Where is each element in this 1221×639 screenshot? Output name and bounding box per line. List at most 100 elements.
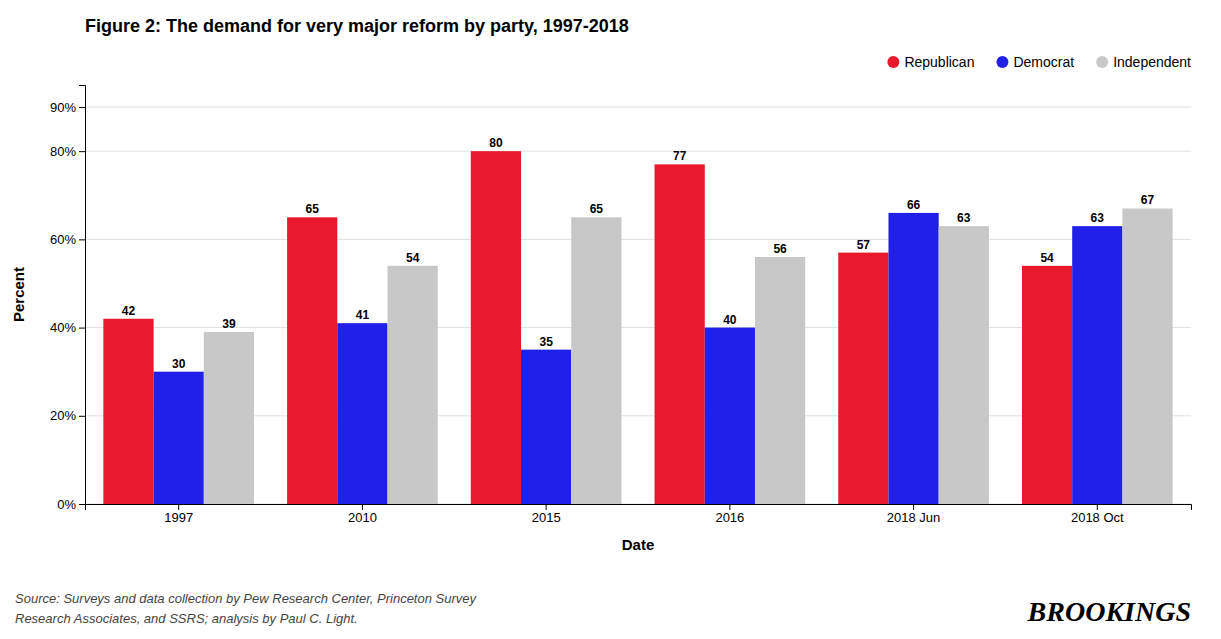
bar — [154, 372, 204, 504]
tick-label: 90% — [50, 100, 76, 115]
bar — [103, 319, 153, 504]
axis-line — [86, 505, 1192, 511]
brand-text: BROOKINGS — [1027, 596, 1191, 627]
tick: 60% — [50, 232, 85, 247]
tick-label: 2016 — [715, 510, 744, 525]
data-labels: 42 65 80 77 57 54 30 41 35 40 66 63 39 54 65 56 63 67 — [122, 136, 1155, 371]
source-note: Research Associates, and SSRS; analysis … — [15, 611, 358, 626]
chart: 0% 20% 40% 60% 80% 90% 1997 2010 2015 2016 2018 Ju… — [0, 0, 1221, 639]
data-label: 41 — [356, 308, 370, 322]
bar — [1022, 266, 1072, 504]
source-note: Source: Surveys and data collection by P… — [15, 591, 478, 606]
legend-item: Independent — [1096, 54, 1191, 70]
bar — [1072, 226, 1122, 504]
tick: 90% — [50, 100, 85, 115]
data-label: 65 — [590, 202, 604, 216]
data-label: 63 — [1091, 211, 1105, 225]
bars — [103, 151, 1172, 504]
data-label: 66 — [907, 198, 921, 212]
bar — [571, 217, 621, 504]
bar — [287, 217, 337, 504]
data-label: 54 — [1040, 251, 1054, 265]
legend-marker — [996, 56, 1008, 68]
grid-line — [85, 107, 1191, 108]
bar — [521, 350, 571, 504]
tick: 20% — [50, 408, 85, 423]
tick-label: 40% — [50, 320, 76, 335]
tick: 2018 Oct — [1071, 504, 1124, 525]
tick-label: 20% — [50, 408, 76, 423]
tick-mark — [178, 504, 179, 510]
y-axis: 0% 20% 40% 60% 80% 90% — [50, 86, 86, 512]
data-label: 40 — [723, 313, 737, 327]
legend-marker — [887, 56, 899, 68]
legend-marker — [1096, 56, 1108, 68]
tick-mark — [79, 416, 85, 417]
bar — [939, 226, 989, 504]
bar — [838, 253, 888, 504]
x-axis: 1997 2010 2015 2016 2018 Jun 2018 Oct — [86, 504, 1192, 525]
data-label: 77 — [673, 149, 687, 163]
grid-line — [85, 239, 1191, 240]
tick-label: 0% — [57, 497, 76, 512]
legend-label: Independent — [1113, 54, 1191, 70]
x-axis-title: Date — [622, 536, 655, 553]
bar — [471, 151, 521, 504]
tick: 2016 — [715, 504, 744, 525]
tick: 2010 — [348, 504, 377, 525]
data-label: 65 — [306, 202, 320, 216]
tick-label: 2015 — [532, 510, 561, 525]
tick: 1997 — [164, 504, 193, 525]
tick: 0% — [57, 497, 85, 512]
bar — [705, 328, 755, 504]
data-label: 39 — [222, 317, 236, 331]
legend: Republican Democrat Independent — [887, 54, 1191, 70]
tick-label: 2018 Oct — [1071, 510, 1124, 525]
tick-label: 60% — [50, 232, 76, 247]
tick: 2015 — [532, 504, 561, 525]
data-label: 30 — [172, 357, 186, 371]
data-label: 54 — [406, 251, 420, 265]
tick-mark — [79, 239, 85, 240]
legend-label: Republican — [904, 54, 974, 70]
tick-label: 80% — [50, 144, 76, 159]
bar — [1122, 208, 1172, 504]
tick-mark — [1097, 504, 1098, 510]
bar — [655, 164, 705, 504]
tick-mark — [362, 504, 363, 510]
grid-line — [85, 151, 1191, 152]
plot-area: 0% 20% 40% 60% 80% 90% 1997 2010 2015 2016 2018 Ju… — [50, 86, 1192, 526]
tick-mark — [79, 328, 85, 329]
tick-label: 2018 Jun — [887, 510, 941, 525]
data-label: 80 — [489, 136, 503, 150]
tick: 40% — [50, 320, 85, 335]
tick-mark — [729, 504, 730, 510]
grid — [85, 107, 1191, 504]
tick-mark — [546, 504, 547, 510]
bar — [204, 332, 254, 504]
tick-mark — [79, 504, 85, 505]
legend-item: Republican — [887, 54, 974, 70]
legend-label: Democrat — [1013, 54, 1074, 70]
data-label: 56 — [773, 242, 787, 256]
tick-mark — [79, 107, 85, 108]
data-label: 42 — [122, 304, 136, 318]
tick-mark — [913, 504, 914, 510]
legend-item: Democrat — [996, 54, 1074, 70]
bar — [888, 213, 938, 504]
bar — [337, 323, 387, 504]
bar — [755, 257, 805, 504]
tick: 80% — [50, 144, 85, 159]
data-label: 67 — [1141, 193, 1155, 207]
axis-line — [79, 86, 86, 505]
tick-mark — [79, 151, 85, 152]
y-axis-title: Percent — [10, 267, 27, 322]
bar — [388, 266, 438, 504]
tick: 2018 Jun — [887, 504, 941, 525]
title: Figure 2: The demand for very major refo… — [85, 16, 629, 36]
tick-label: 1997 — [164, 510, 193, 525]
data-label: 63 — [957, 211, 971, 225]
tick-label: 2010 — [348, 510, 377, 525]
data-label: 35 — [539, 335, 553, 349]
data-label: 57 — [857, 238, 871, 252]
